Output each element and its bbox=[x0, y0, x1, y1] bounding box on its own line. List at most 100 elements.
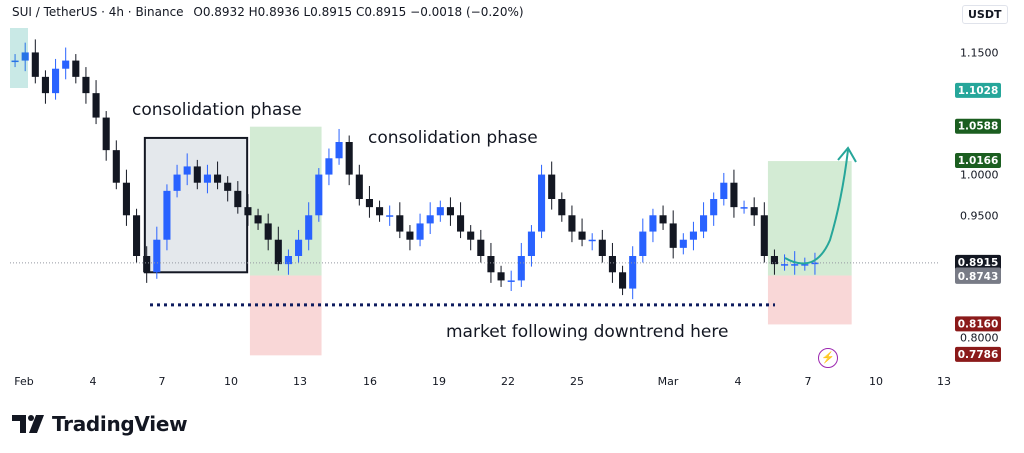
candle-body bbox=[112, 150, 120, 183]
candle-body bbox=[467, 231, 475, 240]
highlight-block bbox=[10, 28, 28, 88]
candle-body bbox=[153, 239, 161, 273]
price-badge bbox=[955, 118, 1001, 134]
candle-body bbox=[649, 215, 657, 232]
price-badge-label: 1.1028 bbox=[958, 85, 999, 97]
price-badge bbox=[955, 346, 1001, 362]
candle-body bbox=[558, 199, 566, 216]
candle-body bbox=[760, 215, 768, 256]
candle-body bbox=[527, 231, 535, 256]
candle-body bbox=[143, 256, 151, 273]
x-tick-label: 13 bbox=[293, 375, 307, 388]
candle-body bbox=[376, 207, 384, 216]
candle-body bbox=[477, 239, 485, 256]
loss-zone-2 bbox=[767, 275, 852, 325]
candle-body bbox=[720, 182, 728, 199]
x-tick-label: 19 bbox=[432, 375, 446, 388]
x-tick-label: 4 bbox=[90, 375, 97, 388]
candle-body bbox=[578, 231, 586, 240]
projection-arrowhead bbox=[837, 146, 857, 163]
price-badge bbox=[955, 153, 1001, 169]
candle-body bbox=[122, 182, 130, 216]
candle-body bbox=[315, 174, 323, 216]
price-badge bbox=[955, 316, 1001, 332]
candle-body bbox=[619, 272, 627, 289]
profit-zone-2 bbox=[767, 161, 852, 276]
x-tick-label: 25 bbox=[570, 375, 584, 388]
chart-header: SUI / TetherUS · 4h · Binance O0.8932 H0… bbox=[12, 5, 524, 19]
candle-body bbox=[588, 239, 596, 242]
lightning-icon[interactable]: ⚡ bbox=[818, 348, 838, 368]
candle-body bbox=[274, 239, 282, 265]
candle-body bbox=[608, 256, 616, 273]
tradingview-logo-icon bbox=[12, 415, 44, 433]
candle-body bbox=[457, 215, 465, 232]
candle-body bbox=[41, 76, 49, 94]
candle-body bbox=[548, 174, 556, 199]
candle-body bbox=[365, 199, 373, 208]
candle-body bbox=[214, 174, 222, 183]
candle-body bbox=[689, 231, 697, 240]
candle-body bbox=[305, 215, 313, 240]
candle-body bbox=[11, 60, 19, 63]
x-tick-label: 10 bbox=[869, 375, 883, 388]
annotation-downtrend: market following downtrend here bbox=[446, 322, 729, 342]
brand: TradingView bbox=[12, 412, 188, 436]
candle-body bbox=[406, 231, 414, 240]
y-tick-label: 1.0000 bbox=[960, 169, 999, 182]
candle-body bbox=[700, 215, 708, 232]
price-badge-label: 0.8160 bbox=[958, 318, 999, 330]
candle-body bbox=[740, 207, 748, 209]
candle-body bbox=[82, 76, 90, 94]
candle-body bbox=[163, 190, 171, 240]
candle-body bbox=[386, 215, 394, 217]
candle-body bbox=[224, 182, 232, 191]
candle-body bbox=[750, 207, 758, 216]
y-tick-label: 1.1500 bbox=[960, 46, 999, 59]
candle-body bbox=[183, 166, 191, 175]
candle-body bbox=[770, 256, 778, 265]
x-tick-label: 13 bbox=[937, 375, 951, 388]
candle-body bbox=[284, 256, 292, 265]
candle-body bbox=[133, 215, 141, 256]
candle-body bbox=[295, 239, 303, 256]
candle-body bbox=[568, 215, 576, 232]
candle-body bbox=[62, 60, 70, 69]
candle-body bbox=[791, 264, 799, 266]
projection-arrow bbox=[784, 149, 849, 265]
price-badge-label: 1.0588 bbox=[958, 121, 999, 133]
price-badge-label: 0.8743 bbox=[958, 271, 999, 283]
currency-label[interactable]: USDT bbox=[962, 5, 1008, 24]
candle-body bbox=[173, 174, 181, 191]
candle-body bbox=[781, 264, 789, 266]
brand-name: TradingView bbox=[52, 412, 188, 436]
x-tick-label: 4 bbox=[735, 375, 742, 388]
candle-body bbox=[345, 142, 353, 175]
candle-body bbox=[396, 215, 404, 232]
candle-body bbox=[629, 256, 637, 289]
candle-body bbox=[335, 142, 343, 159]
candle-body bbox=[193, 166, 201, 183]
candle-body bbox=[598, 239, 606, 256]
price-badge-label: 0.7786 bbox=[958, 349, 999, 361]
candle-body bbox=[355, 174, 363, 199]
candle-body bbox=[669, 223, 677, 248]
candle-body bbox=[52, 68, 60, 94]
y-tick-label: 0.8000 bbox=[960, 331, 999, 344]
price-badge-label: 0.8915 bbox=[958, 257, 999, 269]
candle-body bbox=[639, 231, 647, 256]
candle-body bbox=[517, 256, 525, 281]
annotation-consolidation-2: consolidation phase bbox=[368, 128, 538, 148]
candle-body bbox=[426, 215, 434, 224]
x-tick-label: 7 bbox=[805, 375, 812, 388]
candle-body bbox=[244, 207, 252, 216]
candle-body bbox=[659, 215, 667, 224]
symbol-pair[interactable]: SUI / TetherUS · 4h · Binance bbox=[12, 5, 184, 19]
candle-body bbox=[92, 93, 100, 118]
candle-body bbox=[730, 182, 738, 208]
x-tick-label: 10 bbox=[224, 375, 238, 388]
profit-zone-1 bbox=[249, 126, 322, 276]
consolidation-box bbox=[143, 136, 249, 274]
candle-body bbox=[710, 199, 718, 216]
